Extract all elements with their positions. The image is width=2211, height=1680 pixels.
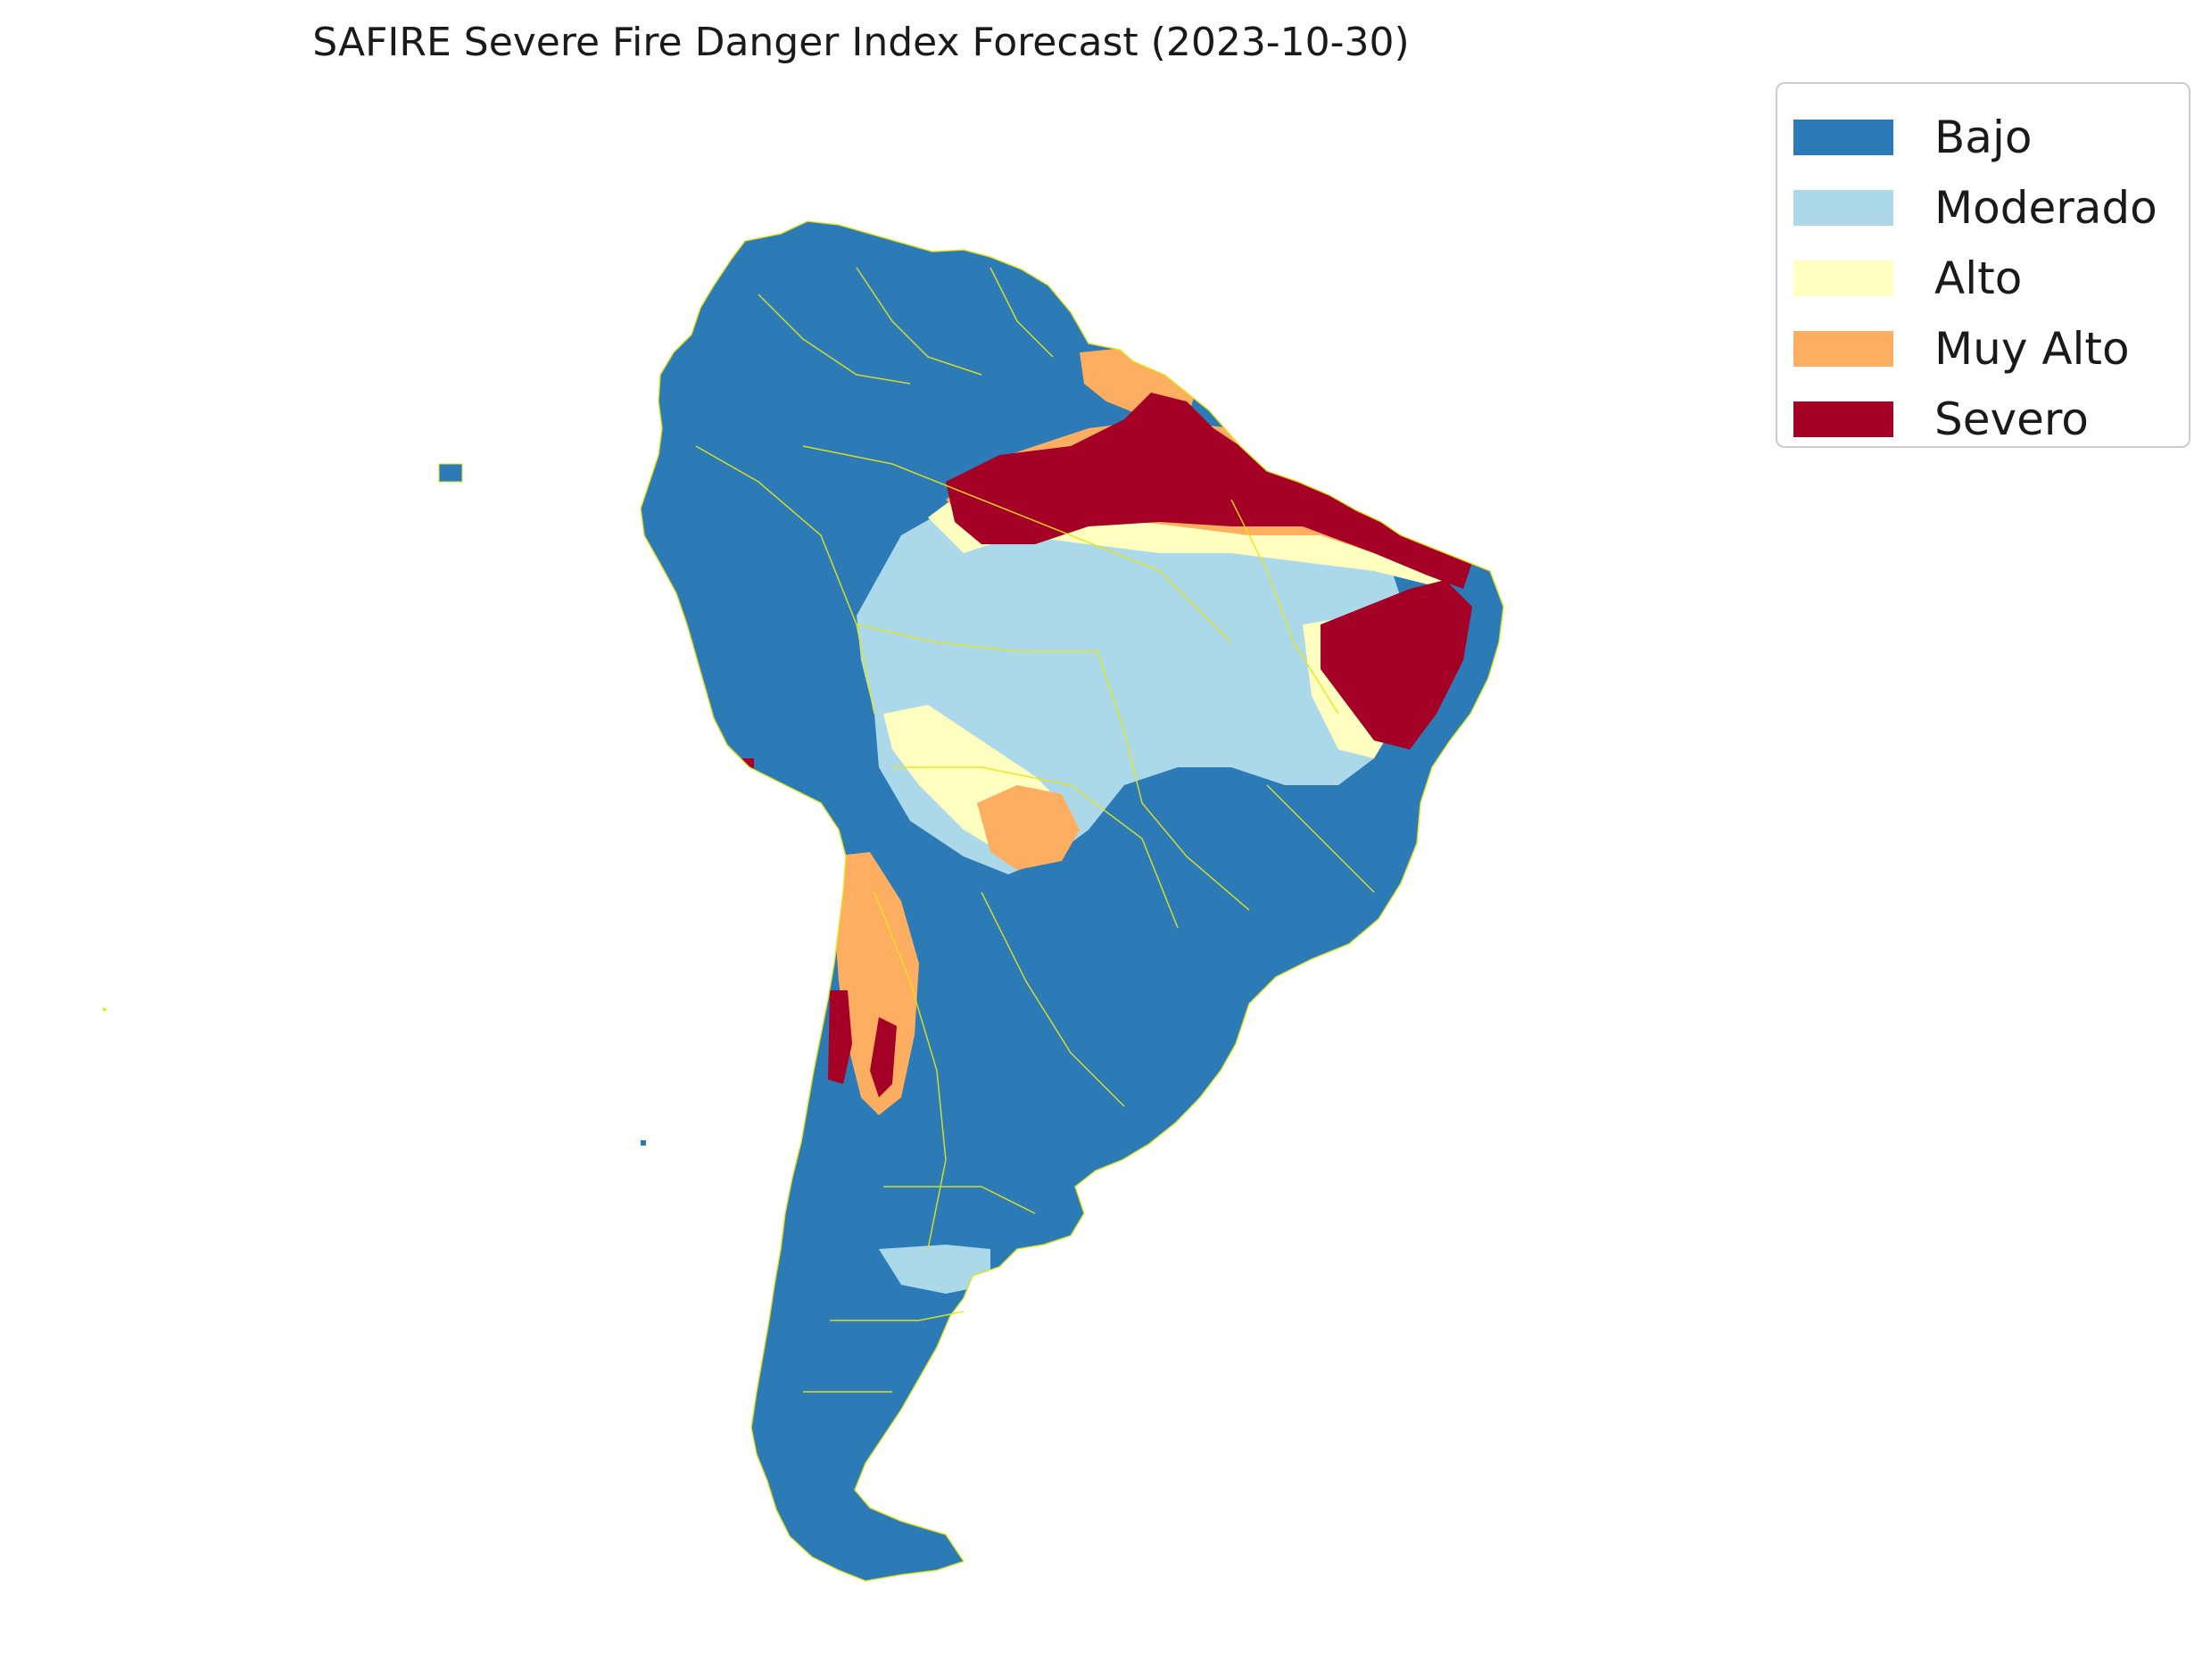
legend-swatch bbox=[1793, 330, 1893, 367]
border-line bbox=[695, 445, 875, 715]
zone-muy-alto-andes bbox=[830, 852, 919, 1115]
island-galapagos bbox=[438, 463, 463, 483]
border-line bbox=[883, 1186, 1036, 1214]
island-small bbox=[103, 1008, 106, 1011]
border-line bbox=[981, 891, 1125, 1107]
zone-severo-andes bbox=[828, 990, 852, 1084]
legend-swatch bbox=[1793, 401, 1893, 437]
legend-label: Bajo bbox=[1934, 111, 2033, 163]
zone-severo-andes-2 bbox=[870, 1017, 897, 1097]
legend-item-muy-alto: Muy Alto bbox=[1793, 313, 2189, 384]
legend-item-bajo: Bajo bbox=[1793, 102, 2189, 172]
border-line bbox=[1266, 784, 1375, 893]
legend: Bajo Moderado Alto Muy Alto Severo bbox=[1776, 82, 2190, 448]
legend-label: Muy Alto bbox=[1934, 322, 2130, 375]
legend-swatch bbox=[1793, 119, 1893, 155]
border-line bbox=[892, 766, 1179, 929]
border-line bbox=[856, 624, 1097, 652]
legend-label: Severo bbox=[1934, 393, 2089, 445]
island-small bbox=[641, 1140, 646, 1146]
border-line bbox=[830, 1311, 965, 1321]
zone-muy-alto-chaco bbox=[977, 785, 1080, 870]
border-line bbox=[1097, 650, 1250, 911]
zone-severo-northeast bbox=[1321, 580, 1472, 749]
border-line bbox=[990, 267, 1054, 358]
zone-moderado-south bbox=[879, 1245, 990, 1294]
legend-item-alto: Alto bbox=[1793, 243, 2189, 313]
legend-item-severo: Severo bbox=[1793, 384, 2189, 454]
islands bbox=[103, 463, 646, 1146]
legend-swatch bbox=[1793, 260, 1893, 296]
border-line bbox=[1230, 499, 1339, 715]
legend-label: Alto bbox=[1934, 252, 2023, 304]
legend-item-moderado: Moderado bbox=[1793, 172, 2189, 243]
admin-borders bbox=[640, 220, 1504, 1582]
legend-label: Moderado bbox=[1934, 181, 2157, 234]
map-title: SAFIRE Severe Fire Danger Index Forecast… bbox=[312, 20, 1410, 65]
border-line bbox=[802, 445, 1232, 643]
legend-swatch bbox=[1793, 189, 1893, 226]
border-line bbox=[758, 294, 911, 385]
border-line bbox=[856, 267, 982, 376]
zone-severo-north bbox=[946, 393, 1472, 589]
border-line bbox=[874, 891, 947, 1250]
